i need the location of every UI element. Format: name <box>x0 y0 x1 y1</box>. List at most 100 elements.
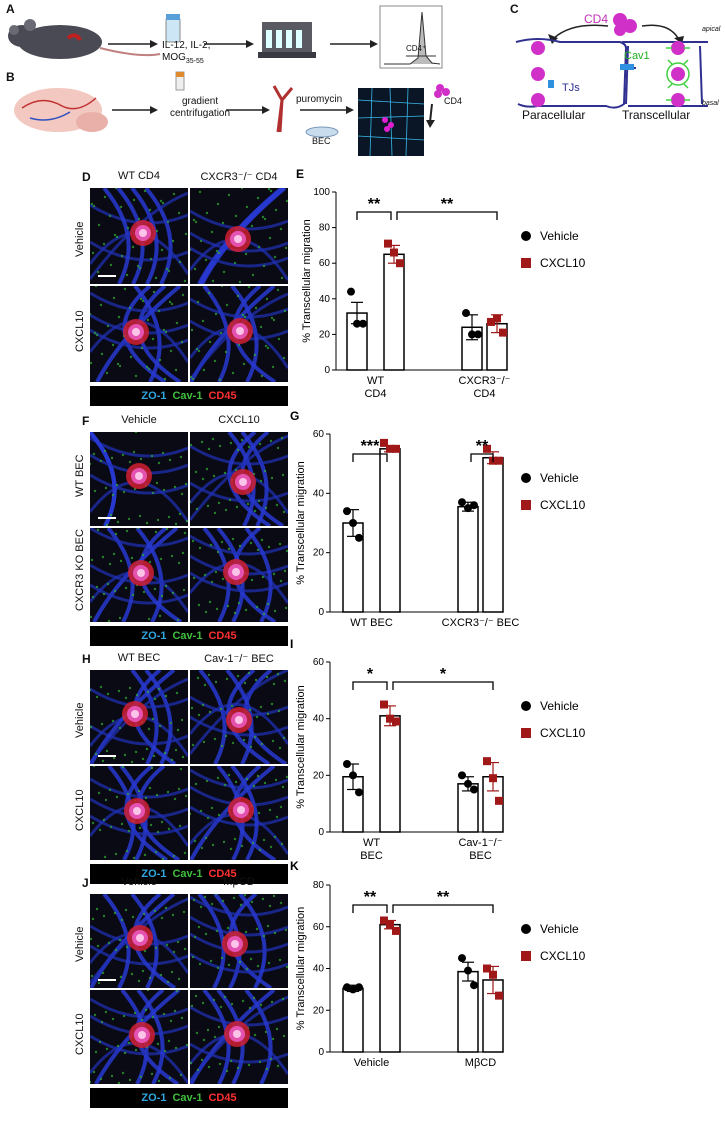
gradient-text: gradient centrifugation <box>170 96 231 119</box>
stain-legend-bar: ZO-1 Cav-1 CD45 <box>90 864 288 884</box>
data-point <box>392 717 400 726</box>
bar <box>342 776 364 833</box>
micrograph-image <box>90 990 188 1084</box>
micrograph-content <box>190 528 288 622</box>
data-point <box>343 507 351 516</box>
data-point <box>464 966 472 975</box>
legend-cxcl10-label: CXCL10 <box>540 256 586 270</box>
cd45-label: CD45 <box>208 390 237 402</box>
y-tick-label: 40 <box>319 294 331 305</box>
row-label: Vehicle <box>74 221 86 257</box>
panel-c-schematic <box>515 13 708 109</box>
data-point <box>458 954 466 963</box>
x-group-label: CXCR3⁻/⁻ BEC <box>442 617 520 629</box>
significance-bracket <box>352 681 388 690</box>
tube-rack-icon <box>258 22 316 58</box>
data-point <box>470 785 478 794</box>
micrograph-content <box>90 990 188 1084</box>
cav1-stain-label: Cav-1 <box>172 1092 203 1104</box>
cd45-label: CD45 <box>208 630 237 642</box>
legend-vehicle-marker <box>521 231 531 241</box>
data-point <box>386 444 394 453</box>
y-tick-label: 20 <box>319 329 331 340</box>
row-label: CXCL10 <box>74 789 86 831</box>
panel-letter-g: G <box>290 409 299 423</box>
panel-letter-b: B <box>6 70 15 84</box>
y-axis-label: % Transcellular migration <box>295 685 307 809</box>
micrograph-content <box>190 670 288 764</box>
significance-stars: ** <box>476 438 489 455</box>
bec-label: BEC <box>312 136 331 146</box>
data-point <box>349 519 357 527</box>
data-point <box>396 259 404 268</box>
stain-legend-bar: ZO-1 Cav-1 CD45 <box>90 626 288 646</box>
data-point <box>487 317 495 326</box>
cd4-gate-label: CD4⁺ <box>406 44 427 53</box>
mouse-icon <box>8 19 161 59</box>
data-point <box>489 970 497 979</box>
x-group-label: MβCD <box>465 1057 496 1069</box>
micrograph-content <box>90 188 188 284</box>
data-point <box>489 774 497 783</box>
x-group-label: CD4 <box>364 388 386 400</box>
tube-icon <box>175 71 185 91</box>
y-tick-label: 20 <box>313 770 325 781</box>
y-tick-label: 0 <box>324 365 330 376</box>
significance-bracket <box>396 211 498 220</box>
micrograph-content <box>90 894 188 988</box>
micrograph-content <box>190 432 288 526</box>
x-group-label: Vehicle <box>354 1057 389 1069</box>
column-label: Cav-1⁻/⁻ BEC <box>204 653 274 665</box>
legend-cxcl10-marker <box>521 258 531 268</box>
legend-cxcl10-label: CXCL10 <box>540 498 586 512</box>
y-tick-label: 60 <box>313 429 325 440</box>
data-point <box>343 760 351 768</box>
column-label: WT BEC <box>117 652 161 664</box>
significance-bracket <box>356 211 392 220</box>
significance-bracket <box>352 904 388 913</box>
data-point <box>384 239 392 248</box>
zo1-label: ZO-1 <box>141 868 167 880</box>
bar <box>342 522 364 613</box>
micrograph-content <box>90 286 188 382</box>
y-tick-label: 60 <box>319 258 331 269</box>
cd4-label-b: CD4 <box>444 96 463 106</box>
cd4-label-c: CD4 <box>584 12 609 26</box>
significance-bracket <box>470 453 494 462</box>
data-point <box>495 796 503 805</box>
x-group-label: WT <box>363 837 380 849</box>
data-point <box>470 981 478 990</box>
transcellular-label: Transcellular <box>622 108 691 122</box>
column-label: CXCR3⁻/⁻ CD4 <box>200 171 278 183</box>
significance-bracket <box>392 904 494 913</box>
y-tick-label: 100 <box>313 187 330 198</box>
micrograph-image <box>90 894 188 988</box>
cav1-stain-label: Cav-1 <box>172 390 203 402</box>
bar <box>461 326 483 371</box>
legend-vehicle-label: Vehicle <box>540 699 579 713</box>
data-point <box>483 444 491 453</box>
x-group-label: Cav-1⁻/⁻ <box>458 837 502 849</box>
data-point <box>349 771 357 780</box>
y-tick-label: 0 <box>318 827 324 838</box>
micrograph-content <box>190 990 288 1084</box>
data-point <box>349 985 357 994</box>
micrograph-content <box>190 894 288 988</box>
bar <box>457 505 479 613</box>
x-group-label: WT <box>367 375 384 387</box>
bar <box>379 715 401 833</box>
row-label: CXCL10 <box>74 310 86 352</box>
legend-cxcl10-marker <box>521 728 531 738</box>
panel-a-schematic <box>8 5 443 69</box>
data-point <box>474 330 482 339</box>
y-tick-label: 40 <box>313 714 325 725</box>
significance-stars: ** <box>368 196 381 213</box>
data-point <box>355 788 363 797</box>
cd45-label: CD45 <box>208 868 237 880</box>
zo1-label: ZO-1 <box>141 630 167 642</box>
column-label: CXCL10 <box>218 414 260 426</box>
x-group-label: BEC <box>469 850 492 862</box>
data-point <box>499 328 507 337</box>
panel-letter-i: I <box>290 637 293 651</box>
bar <box>482 776 504 833</box>
